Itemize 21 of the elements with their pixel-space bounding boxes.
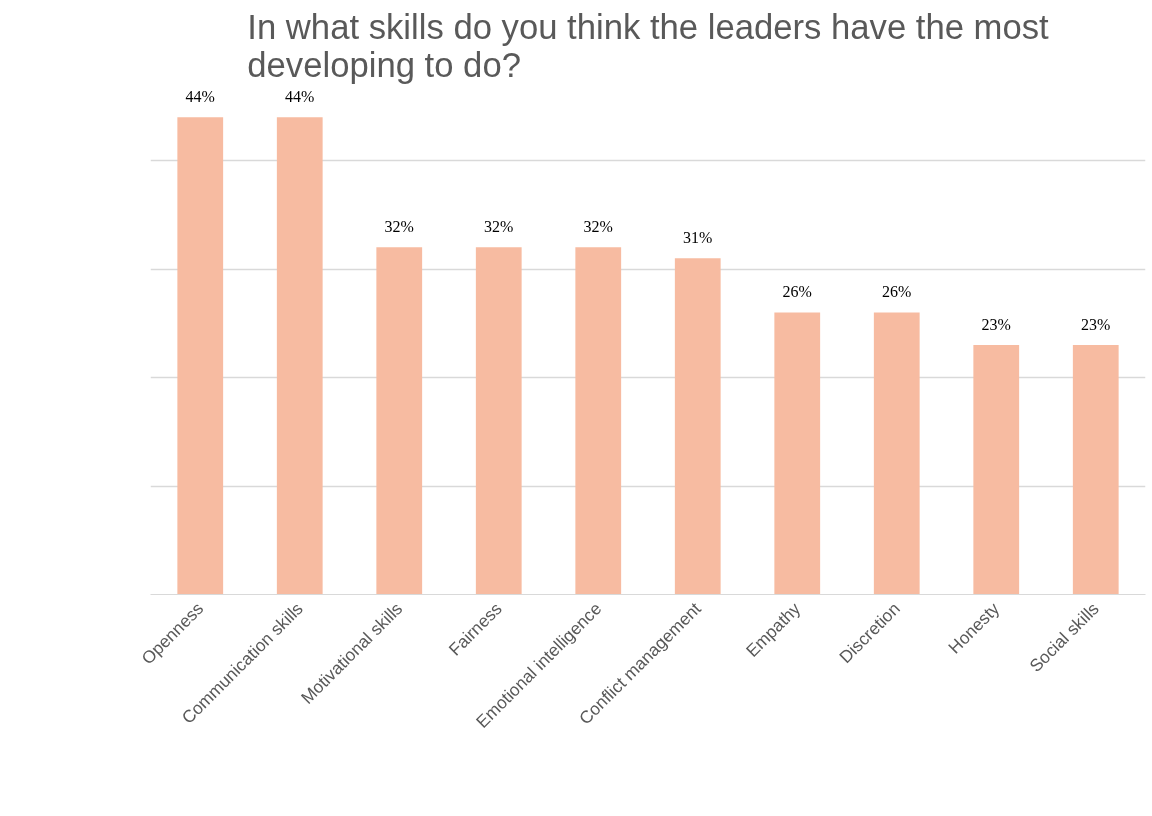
bar: [376, 247, 423, 595]
bar: [873, 312, 920, 595]
data-label: 44%: [285, 88, 315, 106]
bar: [276, 117, 323, 595]
data-label: 26%: [782, 283, 812, 301]
bar: [475, 247, 522, 595]
data-label: 23%: [1081, 315, 1111, 333]
bar: [1072, 344, 1119, 595]
bar: [674, 258, 721, 595]
data-label: 32%: [583, 218, 613, 236]
bar: [973, 344, 1020, 595]
data-label: 31%: [683, 229, 713, 247]
data-label: 23%: [981, 315, 1011, 333]
data-label: 44%: [185, 88, 215, 106]
bar: [177, 117, 224, 595]
data-label: 26%: [882, 283, 912, 301]
bar: [774, 312, 821, 595]
data-label: 32%: [384, 218, 414, 236]
chart-title: In what skills do you think the leaders have the most developing to do?: [247, 7, 1050, 84]
bar: [575, 247, 622, 595]
data-label: 32%: [484, 218, 514, 236]
